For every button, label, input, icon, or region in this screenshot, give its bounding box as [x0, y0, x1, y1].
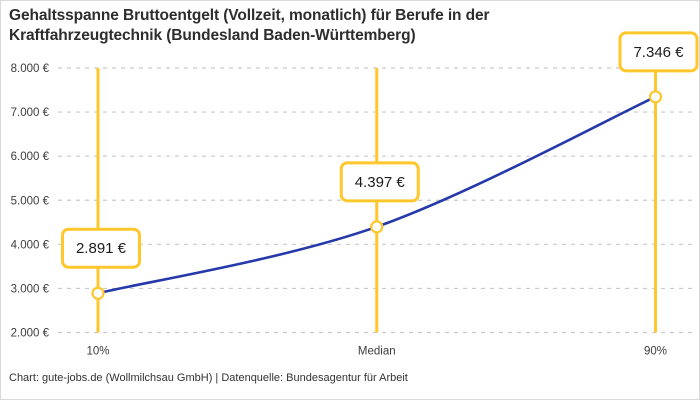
y-tick-label: 8.000 €	[11, 63, 50, 75]
y-tick-label: 2.000 €	[11, 328, 50, 340]
data-point-marker-2	[648, 90, 663, 104]
y-tick-label: 5.000 €	[11, 195, 50, 207]
value-label-0: 2.891 €	[76, 240, 127, 257]
y-tick-label: 4.000 €	[11, 239, 50, 251]
value-label-2: 7.346 €	[633, 44, 684, 61]
y-tick-label: 6.000 €	[11, 151, 50, 163]
value-label-box-1	[339, 161, 420, 203]
value-label-box-2	[618, 31, 699, 73]
y-tick-label: 7.000 €	[11, 107, 50, 119]
value-label-1: 4.397 €	[355, 174, 406, 191]
value-label-box-0	[61, 227, 141, 269]
chart-credit: Chart: gute-jobs.de (Wollmilchsau GmbH) …	[9, 372, 408, 384]
x-tick-label-1: Median	[358, 346, 396, 358]
chart-title: Gehaltsspanne Bruttoentgelt (Vollzeit, m…	[9, 7, 490, 44]
x-tick-label-0: 10%	[86, 346, 109, 358]
x-tick-label-2: 90%	[644, 346, 667, 358]
data-point-marker-0	[91, 286, 105, 300]
data-point-marker-1	[370, 220, 384, 234]
y-tick-label: 3.000 €	[11, 283, 50, 295]
